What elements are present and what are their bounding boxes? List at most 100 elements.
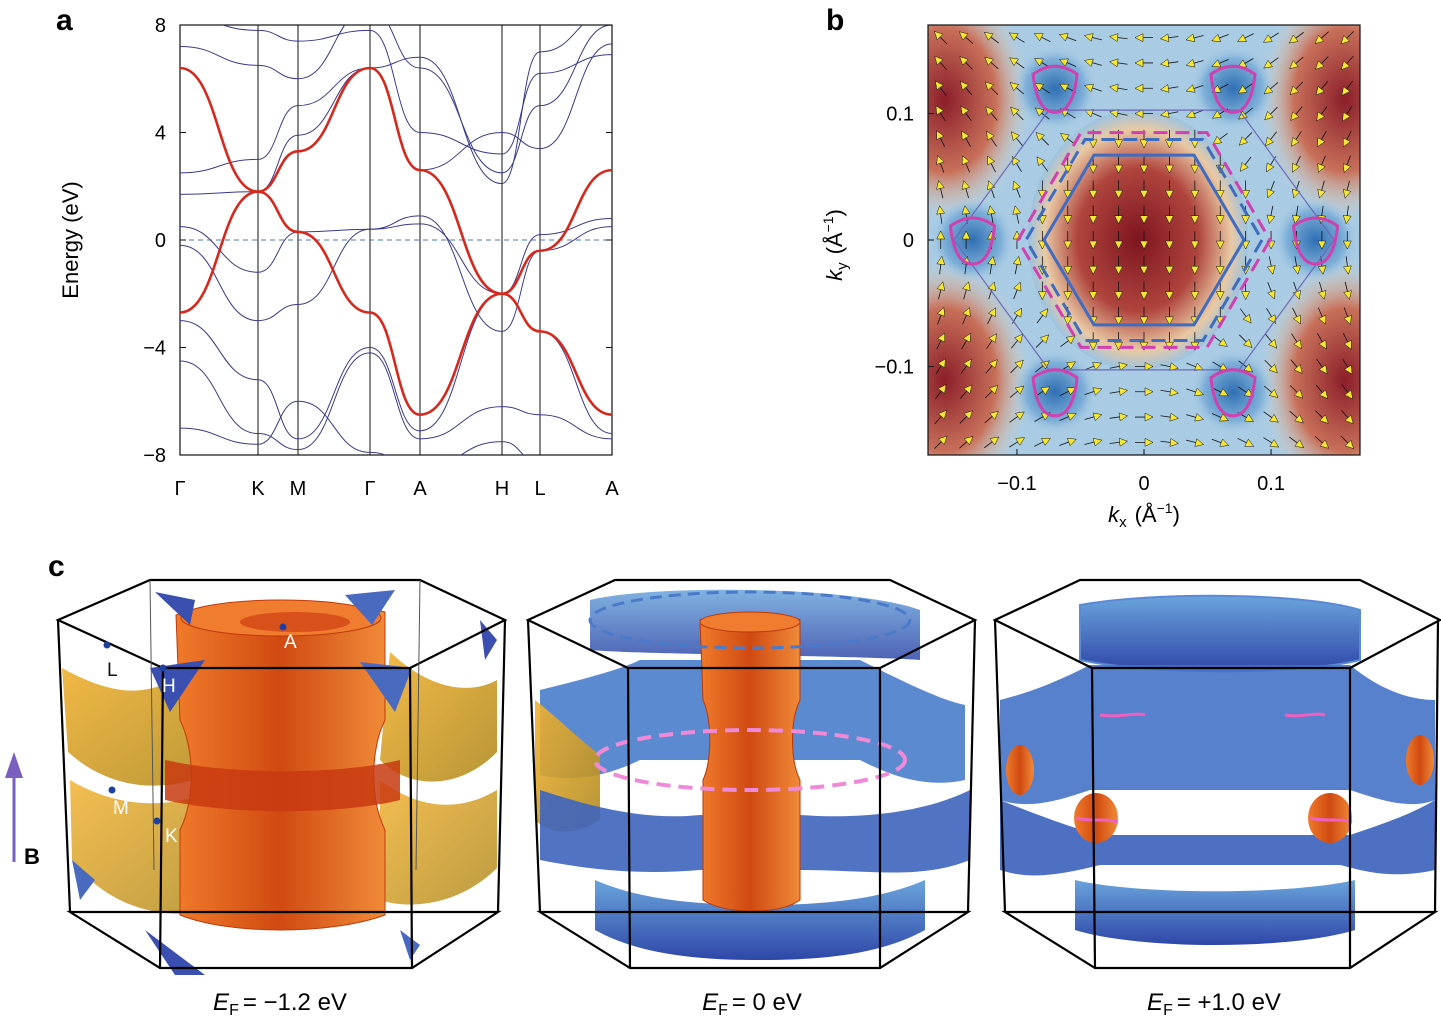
spin-arrow-head xyxy=(1264,110,1274,121)
caption-3: EF = +1.0 eV xyxy=(1147,989,1281,1019)
pink-contour xyxy=(1075,816,1119,824)
spin-arrow-head xyxy=(1340,35,1350,45)
spin-arrow-head xyxy=(1009,82,1020,92)
spin-arrow-head xyxy=(1092,412,1103,422)
spin-arrow-head xyxy=(1317,188,1326,199)
spin-arrow-head xyxy=(1169,387,1179,397)
spin-arrow-head xyxy=(963,410,973,420)
spin-arrow-head xyxy=(1342,240,1352,250)
blue-sheet-top xyxy=(1079,594,1361,673)
spin-arrow-head xyxy=(1289,85,1300,95)
spin-arrow-head xyxy=(1092,437,1103,447)
caption-1: EF = −1.2 eV xyxy=(213,989,347,1019)
spin-arrow-head xyxy=(1083,33,1094,42)
spin-arrow-head xyxy=(962,358,972,369)
y-tick-label-b: 0.1 xyxy=(886,104,914,126)
spin-arrow-head xyxy=(1114,291,1123,301)
k-point-label: L xyxy=(534,478,545,500)
spin-arrow-head xyxy=(963,384,973,395)
spin-arrow-head xyxy=(1342,189,1352,199)
spin-arrow-head xyxy=(1293,339,1302,350)
pink-contour xyxy=(1099,712,1146,718)
spin-arrow-head xyxy=(986,130,995,141)
spin-arrow-head xyxy=(1015,437,1026,446)
spin-arrow-head xyxy=(1169,438,1179,447)
spin-arrow-head xyxy=(1084,83,1094,93)
spin-arrow-head xyxy=(961,155,970,166)
spin-arrow-head xyxy=(1039,334,1050,344)
spin-arrow-head xyxy=(1190,164,1200,174)
spin-arrow-head xyxy=(936,255,946,266)
y-ticks-a: 8 4 0 −4 −8 xyxy=(143,15,612,467)
spin-arrow-head xyxy=(1065,335,1076,345)
spin-arrow-head xyxy=(1118,387,1129,396)
spin-arrow-head xyxy=(962,307,971,317)
spin-arrow-head xyxy=(1008,32,1019,41)
spin-arrow-head xyxy=(1194,387,1204,397)
spin-arrow-head xyxy=(1266,188,1275,199)
spin-arrow-head xyxy=(1194,438,1205,447)
point-label-M: M xyxy=(113,798,129,819)
spin-arrow-head xyxy=(1033,33,1044,42)
blue-pocket xyxy=(72,860,95,900)
spin-arrow-head xyxy=(1268,363,1278,374)
spin-arrow-head xyxy=(1013,281,1022,292)
spin-arrow-head xyxy=(987,255,996,266)
blue-pocket xyxy=(155,592,195,625)
band-line xyxy=(180,400,525,455)
spin-arrow-head xyxy=(1343,315,1352,325)
spin-arrow-head xyxy=(937,358,946,369)
spin-arrow-head xyxy=(1088,341,1098,351)
spin-arrow-head xyxy=(936,205,945,215)
spin-arrow-head xyxy=(1294,439,1305,449)
highlight-band xyxy=(180,66,612,416)
spin-arrow-head xyxy=(1010,106,1020,117)
spin-arrow-head xyxy=(1212,135,1223,145)
spin-arrow-head xyxy=(987,155,996,166)
spin-arrow-head xyxy=(1215,215,1225,225)
spin-arrow-head xyxy=(1160,109,1170,118)
point-label-L: L xyxy=(107,660,118,681)
spin-arrow-head xyxy=(1239,162,1249,172)
k-point-label: Γ xyxy=(364,478,375,500)
spin-arrow-head xyxy=(1144,387,1154,397)
spin-arrow-head xyxy=(1010,131,1020,141)
panel-label-c: c xyxy=(48,550,65,583)
spin-arrow-head xyxy=(962,332,971,343)
spin-arrow-head xyxy=(1340,60,1351,71)
spin-arrow-head xyxy=(1114,139,1123,149)
band-line xyxy=(180,352,612,451)
spin-arrow-head xyxy=(936,130,945,141)
spin-arrow-head xyxy=(1292,314,1301,325)
spin-arrow-head xyxy=(1063,291,1073,301)
spin-arrow-head xyxy=(1088,240,1098,250)
spin-arrow-head xyxy=(1185,109,1196,118)
bz-hexagon-3 xyxy=(992,578,1441,970)
spin-arrow-head xyxy=(1194,413,1205,422)
pink-dashed-ring xyxy=(593,728,907,792)
panel-label-b: b xyxy=(826,4,844,37)
x-tick-label-b: 0 xyxy=(1138,473,1149,495)
spin-arrow-head xyxy=(1088,266,1098,275)
spin-arrow-head xyxy=(1344,414,1354,425)
spin-arrow-head xyxy=(1088,291,1098,301)
band-curves xyxy=(180,25,612,455)
spin-arrow-head xyxy=(1215,266,1225,275)
spin-arrow-head xyxy=(962,281,971,292)
spin-arrow-head xyxy=(1139,190,1149,199)
spin-arrow-head xyxy=(1263,85,1274,95)
pocket-contour xyxy=(948,216,997,266)
spin-arrow-head xyxy=(1012,255,1022,266)
spin-arrow-head xyxy=(1165,291,1174,301)
spin-arrow-head xyxy=(1316,111,1326,122)
band-line xyxy=(180,215,612,332)
spin-arrow-head xyxy=(1185,84,1196,93)
k-point-label: K xyxy=(251,478,265,500)
k-point-label: H xyxy=(495,478,509,500)
spin-arrow-head xyxy=(1114,164,1123,174)
spin-arrow-head xyxy=(1139,139,1149,149)
spin-arrow-head xyxy=(961,230,971,240)
x-tick-label-b: 0.1 xyxy=(1257,473,1285,495)
spin-arrow-head xyxy=(1293,389,1304,399)
